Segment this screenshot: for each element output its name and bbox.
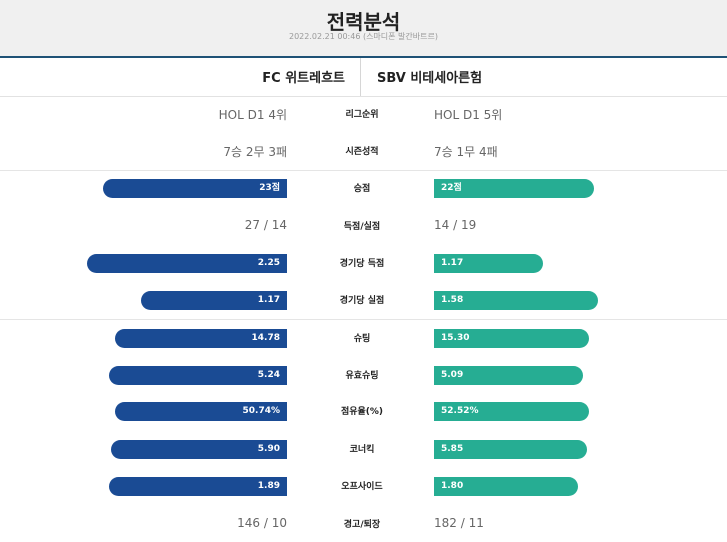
stat-row: HOL D1 4위 리그순위 HOL D1 5위 [0,96,727,132]
stat-row: 146 / 10 경고/퇴장 182 / 11 [0,506,727,542]
page-subtitle: 2022.02.21 00:46 (스마디폰 발간바트르) [289,32,438,41]
stat-label: 오프사이드 [341,482,383,492]
home-stat-bar: 50.74% [115,402,287,421]
stat-row: 5.90 코너킥 5.85 [0,431,727,467]
team-divider [360,58,361,96]
stat-label: 점유율(%) [340,407,384,417]
section-divider [0,170,727,171]
stat-row: 27 / 14 득점/실점 14 / 19 [0,208,727,244]
away-stat-bar: 15.30 [434,329,589,348]
stat-label: 경기당 득점 [339,259,385,269]
home-stat-bar: 2.25 [87,254,287,273]
section-divider [0,319,727,320]
page-header: 전력분석 2022.02.21 00:46 (스마디폰 발간바트르) [0,0,727,56]
away-stat-bar: 52.52% [434,402,589,421]
away-stat-bar: 1.58 [434,291,598,310]
stat-row: 14.78 슈팅 15.30 [0,320,727,356]
stat-label: 슈팅 [353,334,371,344]
stat-row: 5.24 유효슈팅 5.09 [0,357,727,393]
stat-label: 유효슈팅 [345,371,379,381]
away-stat-value: 14 / 19 [434,218,477,232]
away-stat-bar: 5.09 [434,366,583,385]
stat-row: 1.17 경기당 실점 1.58 [0,282,727,318]
stat-label: 득점/실점 [343,222,381,232]
away-stat-bar: 22점 [434,179,594,198]
team-header: FC 위트레흐트 SBV 비테세아른험 [0,56,727,97]
home-stat-bar: 1.17 [141,291,287,310]
away-stat-bar: 1.80 [434,477,578,496]
away-stat-value: 182 / 11 [434,516,484,530]
stat-row: 7승 2무 3패 시즌성적 7승 1무 4패 [0,133,727,169]
stat-row: 50.74% 점유율(%) 52.52% [0,393,727,429]
stat-row: 23점 승점 22점 [0,170,727,206]
stat-row: 2.25 경기당 득점 1.17 [0,245,727,281]
stat-label: 경기당 실점 [339,296,385,306]
home-stat-bar: 1.89 [109,477,287,496]
away-stat-bar: 5.85 [434,440,587,459]
away-stat-value: 7승 1무 4패 [434,145,498,159]
stat-label: 코너킥 [349,445,375,455]
stat-label: 시즌성적 [345,147,379,157]
stat-label: 승점 [353,184,371,194]
home-team-name[interactable]: FC 위트레흐트 [262,71,345,86]
home-stat-bar: 23점 [103,179,287,198]
stat-row: 1.89 오프사이드 1.80 [0,468,727,504]
home-stat-bar: 14.78 [115,329,287,348]
away-team-name[interactable]: SBV 비테세아른험 [377,71,483,86]
stat-label: 경고/퇴장 [343,520,381,530]
home-stat-value: HOL D1 4위 [218,108,287,122]
page-title: 전력분석 [326,10,401,34]
home-stat-value: 7승 2무 3패 [223,145,287,159]
home-stat-value: 27 / 14 [244,218,287,232]
away-stat-bar: 1.17 [434,254,543,273]
away-stat-value: HOL D1 5위 [434,108,503,122]
home-stat-value: 146 / 10 [237,516,287,530]
stat-label: 리그순위 [345,110,379,120]
home-stat-bar: 5.24 [109,366,287,385]
home-stat-bar: 5.90 [111,440,287,459]
